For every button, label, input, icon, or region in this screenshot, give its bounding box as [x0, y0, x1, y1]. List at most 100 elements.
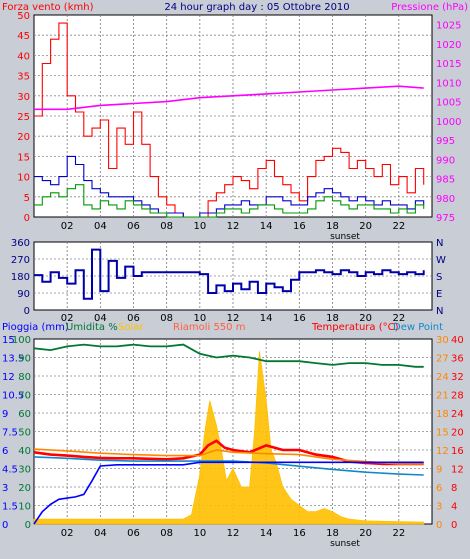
pressure-y-tick-label: 1010	[436, 78, 461, 89]
humidity-y-tick-label: 40	[18, 446, 31, 457]
direction-x-tick-label: 12	[227, 313, 240, 324]
rain-y-tick-label: 15	[2, 335, 15, 346]
pressure-series-line	[34, 85, 424, 111]
wind-y-tick-label: 30	[17, 92, 30, 103]
direction-x-tick-label: 10	[193, 313, 206, 324]
wind-chart-title: 24 hour graph day : 05 Ottobre 2010	[164, 2, 349, 13]
direction-compass-label: N	[436, 238, 443, 249]
weather-series-line	[33, 461, 424, 525]
direction-y-tick-label: 360	[11, 238, 30, 249]
weather-x-tick-label: 08	[160, 528, 173, 539]
solar-series-area	[33, 351, 425, 525]
weather-series-line	[33, 456, 424, 476]
direction-x-tick-label: 18	[326, 313, 339, 324]
weather-x-tick-label: 04	[94, 528, 107, 539]
wind-y-tick-label: 50	[17, 11, 30, 22]
wind-x-tick-label: 06	[127, 221, 140, 232]
direction-compass-label: N	[436, 306, 443, 317]
weather-series-line	[33, 343, 424, 368]
solar-y-tick-label: 30	[436, 335, 449, 346]
weather-legend-label: Umidita %	[66, 322, 118, 333]
rain-y-tick-label: 1.5	[2, 502, 18, 513]
direction-compass-label: W	[436, 255, 446, 266]
rain-y-tick-label: 10.5	[2, 391, 24, 402]
direction-x-tick-label: 02	[61, 313, 74, 324]
weather-x-tick-label: 02	[61, 528, 74, 539]
pressure-y-tick-label: 1015	[436, 59, 461, 70]
weather-x-tick-label: 06	[127, 528, 140, 539]
rain-y-tick-label: 0	[2, 520, 8, 531]
wind-y-tick-label: 0	[24, 213, 30, 224]
wind-series-line	[34, 184, 425, 218]
wind-x-tick-label: 10	[193, 221, 206, 232]
direction-x-tick-label: 22	[392, 313, 405, 324]
rain-y-tick-label: 9	[2, 409, 8, 420]
direction-y-tick-label: 180	[11, 272, 30, 283]
direction-compass-label: E	[436, 289, 442, 300]
pressure-y-tick-label: 985	[436, 175, 455, 186]
direction-compass-label: S	[436, 272, 442, 283]
wind-x-tick-label: 02	[61, 221, 74, 232]
wind-x-tick-label: 08	[160, 221, 173, 232]
humidity-y-tick-label: 90	[18, 354, 31, 365]
pressure-y-tick-label: 1025	[436, 21, 461, 32]
pressure-y-tick-label: 995	[436, 136, 455, 147]
wind-y-tick-label: 40	[17, 51, 30, 62]
pressure-y-tick-label: 980	[436, 194, 455, 205]
wind-series-line	[34, 22, 425, 218]
pressure-y-tick-label: 1005	[436, 98, 461, 109]
weather-x-tick-label: 18	[326, 528, 339, 539]
weather-x-tick-label: 16	[293, 528, 306, 539]
wind-x-tick-label: 20	[359, 221, 372, 232]
wind-x-tick-label: 16	[293, 221, 306, 232]
humidity-y-tick-label: 70	[18, 391, 31, 402]
weather-x-tick-label: 10	[193, 528, 206, 539]
weather-x-tick-label: 12	[227, 528, 240, 539]
solar-y-tick-label: 21	[436, 391, 449, 402]
weather-legend-label: Riamoli 550 m	[173, 322, 245, 333]
solar-y-tick-label: 24	[436, 372, 449, 383]
solar-y-tick-label: 27	[436, 354, 449, 365]
direction-series-line	[34, 248, 425, 300]
solar-y-tick-label: 12	[436, 446, 449, 457]
pressure-y-tick-label: 1000	[436, 117, 461, 128]
wind-x-tick-label: 22	[392, 221, 405, 232]
wind-y-tick-label: 15	[17, 152, 30, 163]
weather-legend-label: Solar	[118, 322, 144, 333]
temperature-y-tick-label: 36	[451, 354, 464, 365]
direction-x-tick-label: 04	[94, 313, 107, 324]
pressure-y-tick-label: 975	[436, 213, 455, 224]
wind-axis-title: Forza vento (kmh)	[2, 2, 94, 13]
temperature-y-tick-label: 16	[451, 446, 464, 457]
wind-series-line	[34, 155, 425, 218]
wind-x-tick-label: 04	[94, 221, 107, 232]
weather-x-tick-label: 14	[260, 528, 273, 539]
wind-x-tick-label: 12	[227, 221, 240, 232]
direction-x-tick-label: 16	[293, 313, 306, 324]
direction-x-tick-label: 06	[127, 313, 140, 324]
temperature-y-tick-label: 8	[451, 483, 457, 494]
humidity-y-tick-label: 10	[18, 502, 31, 513]
humidity-y-tick-label: 20	[18, 483, 31, 494]
temperature-y-tick-label: 12	[451, 465, 464, 476]
direction-y-tick-label: 0	[24, 306, 30, 317]
rain-y-tick-label: 7.5	[2, 428, 18, 439]
temperature-y-tick-label: 24	[451, 409, 464, 420]
pressure-y-tick-label: 990	[436, 155, 455, 166]
wind-x-tick-label: 14	[260, 221, 273, 232]
temperature-y-tick-label: 20	[451, 428, 464, 439]
weather-x-tick-label: 20	[359, 528, 372, 539]
rain-y-tick-label: 6	[2, 446, 8, 457]
sunset-label: sunset	[330, 232, 360, 242]
humidity-y-tick-label: 60	[18, 409, 31, 420]
direction-x-tick-label: 08	[160, 313, 173, 324]
wind-y-tick-label: 5	[24, 193, 30, 204]
temperature-y-tick-label: 28	[451, 391, 464, 402]
sunset-label-bottom: sunset	[330, 539, 360, 549]
wind-y-tick-label: 35	[17, 72, 30, 83]
wind-y-tick-label: 20	[17, 132, 30, 143]
solar-y-tick-label: 15	[436, 428, 449, 439]
humidity-y-tick-label: 80	[18, 372, 31, 383]
